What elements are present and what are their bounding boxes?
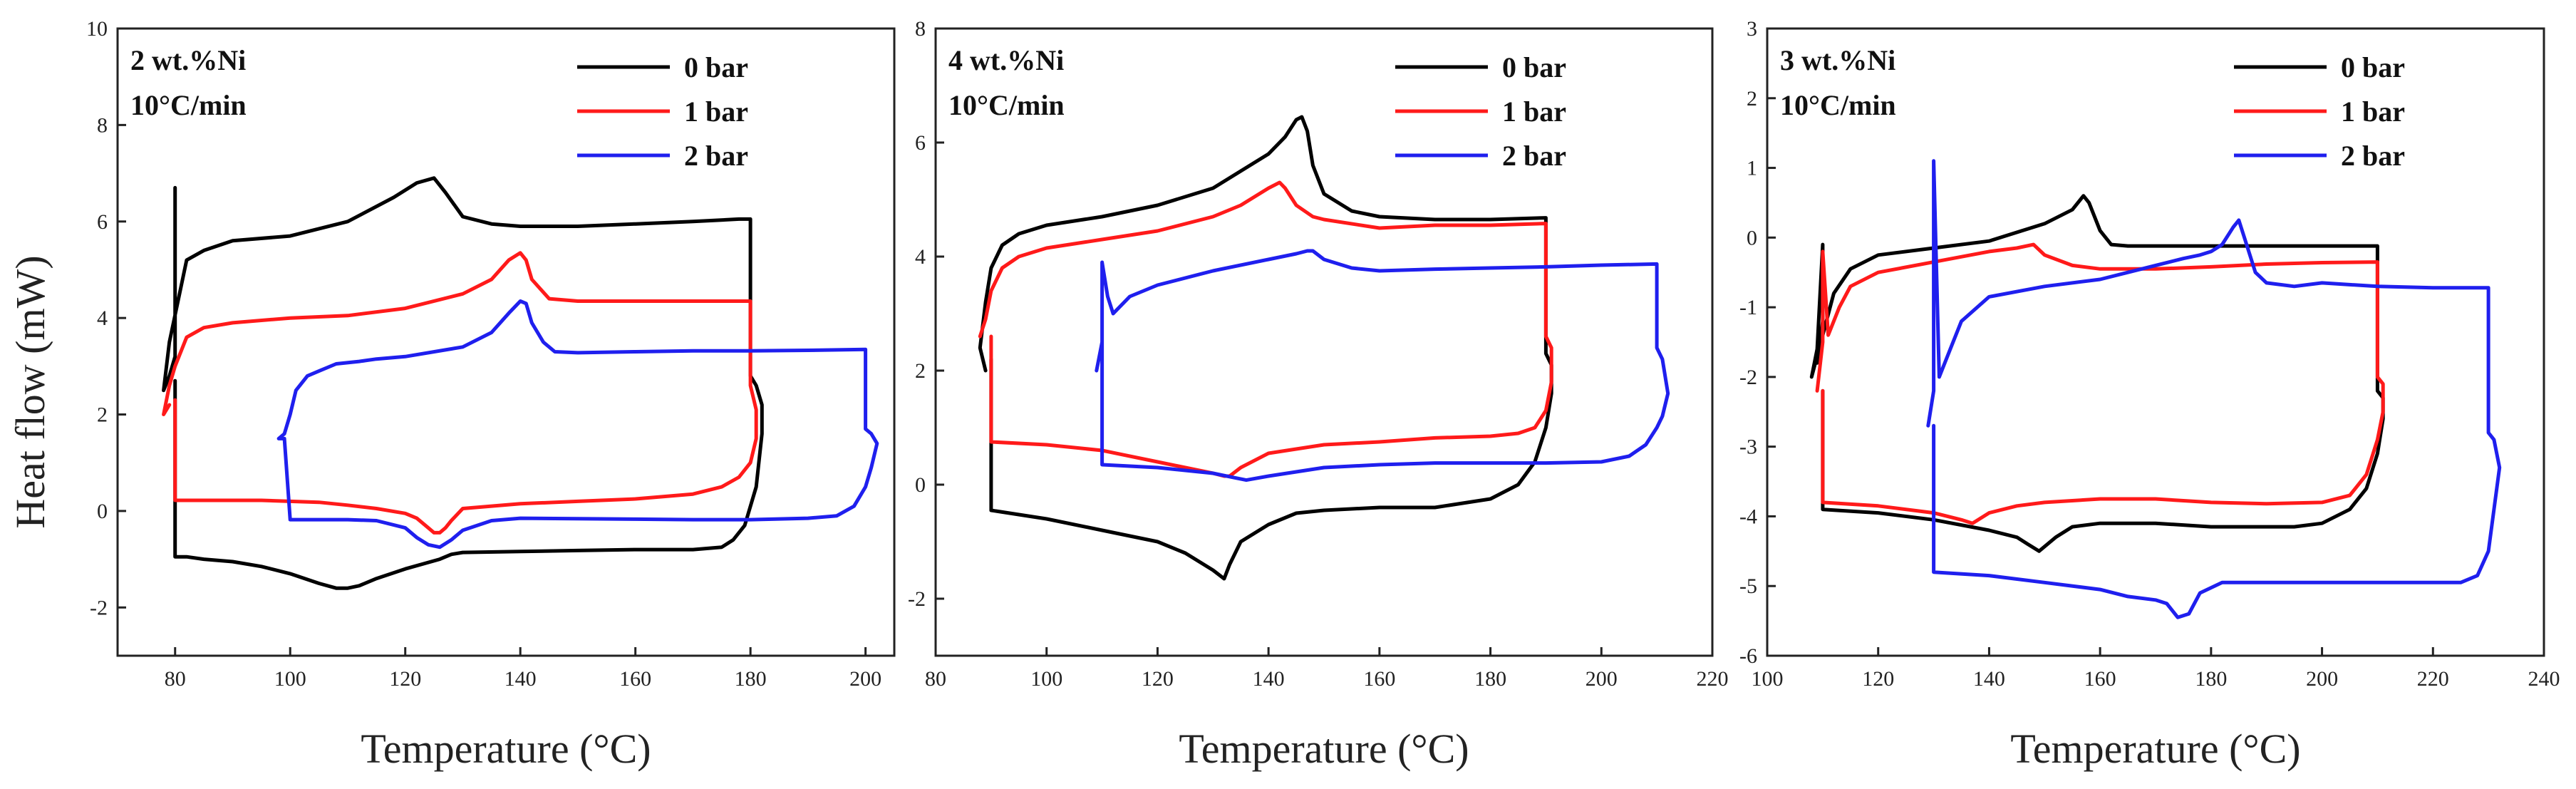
chart-2-x-tick-label: 180 — [1474, 667, 1506, 691]
chart-3-y-tick-label: -5 — [1739, 574, 1757, 598]
chart-3-y-tick-label: -2 — [1739, 366, 1757, 389]
chart-3-annotation: 10°C/min — [1780, 89, 1896, 121]
chart-2-annotation: 10°C/min — [948, 89, 1065, 121]
chart-1-x-tick-label: 120 — [389, 667, 421, 691]
chart-3-x-axis-title: Temperature (°C) — [2010, 726, 2300, 772]
chart-2-y-tick-label: 0 — [915, 473, 926, 497]
chart-1-plot-frame — [116, 27, 896, 657]
chart-2: 80 100 120 140 160 180 200 220 -2 0 2 4 6 8 Temperatur… — [908, 17, 1729, 772]
chart-1-series-2-bar — [276, 299, 879, 550]
chart-1-y-tick-label: 4 — [97, 306, 108, 330]
chart-2-x-tick-label: 140 — [1253, 667, 1285, 691]
chart-1-series-1-bar — [162, 251, 758, 535]
chart-2-x-tick-label: 120 — [1142, 667, 1174, 691]
chart-2-plot-frame — [934, 27, 1714, 657]
chart-3-annotation: 3 wt.%Ni — [1780, 44, 1895, 76]
chart-3-x-tick-label: 240 — [2528, 667, 2560, 691]
chart-1-y-tick-label: 6 — [97, 210, 108, 234]
chart-1-x-tick-label: 140 — [505, 667, 537, 691]
chart-1-x-tick-label: 160 — [619, 667, 651, 691]
chart-1-x-axis-title: Temperature (°C) — [361, 726, 651, 772]
chart-2-x-tick-label: 200 — [1586, 667, 1618, 691]
chart-3-x-tick-label: 100 — [1752, 667, 1784, 691]
chart-3-y-tick-label: 1 — [1747, 157, 1757, 180]
chart-1-series-0-bar — [162, 176, 764, 590]
chart-1-x-tick-label: 180 — [735, 667, 767, 691]
chart-1: 80 100 120 140 160 180 200 -2 0 2 4 6 8 10 Temperature… — [86, 17, 896, 772]
chart-2-y-tick-label: 2 — [915, 359, 926, 383]
chart-1-x-tick-label: 100 — [274, 667, 306, 691]
chart-2-y-tick-label: 4 — [915, 245, 926, 269]
chart-1-annotation: 10°C/min — [130, 89, 247, 121]
chart-3-x-tick-label: 200 — [2306, 667, 2338, 691]
chart-1-y-tick-label: 10 — [86, 17, 108, 41]
chart-3-y-tick-label: 0 — [1747, 226, 1757, 249]
chart-1-annotation: 2 wt.%Ni — [130, 44, 246, 76]
chart-3-series-1-bar — [1815, 242, 2385, 525]
chart-panels: 80 100 120 140 160 180 200-20246810Temperature… — [86, 17, 2560, 772]
chart-3-legend-label: 0 bar — [2341, 51, 2405, 83]
chart-3-x-tick-label: 120 — [1862, 667, 1894, 691]
chart-1-legend-label: 0 bar — [684, 51, 748, 83]
chart-2-series-1-bar — [978, 180, 1553, 478]
chart-3-y-tick-label: 2 — [1747, 87, 1757, 110]
chart-2-legend-label: 2 bar — [1502, 140, 1566, 172]
chart-2-series-2-bar — [1095, 249, 1670, 483]
chart-2-x-tick-label: 100 — [1030, 667, 1062, 691]
chart-2-y-tick-label: 8 — [915, 17, 926, 41]
chart-3-y-tick-label: -3 — [1739, 435, 1757, 459]
chart-3-x-tick-label: 220 — [2417, 667, 2449, 691]
chart-2-series-0-bar — [978, 115, 1553, 581]
chart-2-legend-label: 1 bar — [1502, 96, 1566, 128]
chart-3-series-2-bar — [1926, 159, 2502, 619]
chart-3-legend-label: 2 bar — [2341, 140, 2405, 172]
chart-2-x-axis-title: Temperature (°C) — [1179, 726, 1469, 772]
chart-1-x-tick-label: 80 — [165, 667, 186, 691]
chart-3-legend-label: 1 bar — [2341, 96, 2405, 128]
chart-3-y-tick-label: 3 — [1747, 17, 1757, 41]
chart-3-x-tick-label: 160 — [2084, 667, 2116, 691]
chart-1-legend-label: 2 bar — [684, 140, 748, 172]
chart-1-legend-label: 1 bar — [684, 96, 748, 128]
chart-3-plot-frame — [1766, 27, 2545, 657]
chart-2-x-tick-label: 160 — [1363, 667, 1395, 691]
chart-3-y-tick-label: -4 — [1739, 505, 1757, 528]
chart-2-y-tick-label: -2 — [908, 587, 926, 611]
chart-3-x-tick-label: 180 — [2195, 667, 2227, 691]
chart-3-y-tick-label: -6 — [1739, 644, 1757, 668]
chart-2-x-tick-label: 220 — [1697, 667, 1729, 691]
chart-1-y-tick-label: 8 — [97, 113, 108, 137]
chart-1-y-tick-label: 0 — [97, 500, 108, 523]
chart-2-y-tick-label: 6 — [915, 131, 926, 155]
chart-1-y-tick-label: 2 — [97, 403, 108, 427]
chart-2-legend-label: 0 bar — [1502, 51, 1566, 83]
chart-3-x-tick-label: 140 — [1973, 667, 2005, 691]
chart-3-y-tick-label: -1 — [1739, 296, 1757, 319]
chart-1-y-tick-label: -2 — [90, 596, 108, 619]
chart-2-annotation: 4 wt.%Ni — [948, 44, 1064, 76]
chart-3: 100 120 140 160 180 200 220 240-6-5-4-3-2-10123… — [1739, 17, 2560, 772]
chart-3-series-0-bar — [1809, 194, 2385, 553]
chart-2-x-tick-label: 80 — [925, 667, 946, 691]
y-axis-title: Heat flow (mW) — [7, 255, 53, 528]
chart-1-x-tick-label: 200 — [849, 667, 881, 691]
